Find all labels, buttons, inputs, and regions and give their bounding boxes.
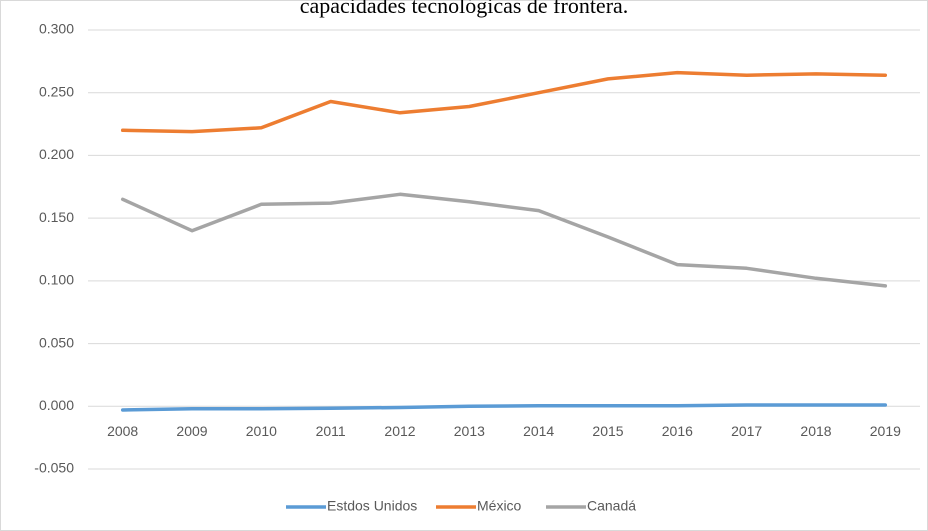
y-tick-label: 0.050 <box>39 334 74 350</box>
y-tick-label: 0.250 <box>39 83 74 99</box>
x-tick-label: 2009 <box>176 423 207 439</box>
y-tick-label: 0.000 <box>39 397 74 413</box>
legend-label: México <box>477 498 522 514</box>
series-line <box>120 192 888 288</box>
x-tick-label: 2019 <box>870 423 901 439</box>
x-tick-label: 2015 <box>592 423 623 439</box>
x-tick-label: 2017 <box>731 423 762 439</box>
y-tick-label: 0.150 <box>39 209 74 225</box>
x-tick-label: 2011 <box>316 423 346 439</box>
chart-title: capacidades tecnológicas de frontera. <box>300 0 629 18</box>
legend-label: Estdos Unidos <box>327 498 417 514</box>
y-tick-label: 0.200 <box>39 146 74 162</box>
y-tick-label: -0.050 <box>34 460 74 476</box>
x-tick-label: 2010 <box>246 423 277 439</box>
x-tick-label: 2014 <box>523 423 554 439</box>
legend-label: Canadá <box>587 498 636 514</box>
series-line <box>120 70 888 134</box>
y-tick-label: 0.100 <box>39 272 74 288</box>
x-tick-label: 2018 <box>800 423 831 439</box>
x-tick-label: 2013 <box>454 423 485 439</box>
x-tick-label: 2012 <box>384 423 415 439</box>
x-tick-label: 2016 <box>662 423 693 439</box>
y-tick-label: 0.300 <box>39 21 74 37</box>
series-line <box>120 403 888 412</box>
x-tick-label: 2008 <box>107 423 138 439</box>
